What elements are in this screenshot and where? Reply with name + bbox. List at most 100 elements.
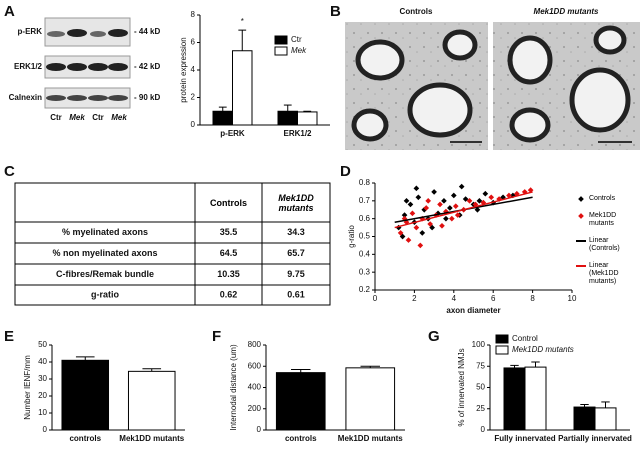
table-cell: 34.3 <box>287 227 305 237</box>
bar <box>345 367 396 431</box>
legend-label: Linear (Mek1DD mutants) <box>589 262 619 285</box>
y-tick-label: 0 <box>43 425 48 434</box>
panel-label: B <box>330 3 341 20</box>
legend-marker <box>576 265 586 267</box>
y-tick-label: 600 <box>248 361 262 370</box>
point <box>417 242 424 249</box>
y-tick-label: 0.4 <box>359 249 371 258</box>
y-tick-label: 200 <box>248 404 262 413</box>
table-row-label: g-ratio <box>91 289 120 299</box>
western-blot <box>44 17 131 109</box>
annotation: * <box>241 17 244 26</box>
blot-row-label: ERK1/2 <box>14 62 43 71</box>
blot-lane-label: Ctr <box>92 113 104 122</box>
legend-swatch <box>274 35 288 45</box>
y-tick-label: 4 <box>191 65 196 74</box>
blot-lane-label: Mek <box>111 113 127 122</box>
point <box>423 205 430 211</box>
bar <box>524 366 547 431</box>
micrograph-label: Controls <box>400 7 433 16</box>
table-cell: 64.5 <box>220 248 238 258</box>
table-cell: 0.62 <box>220 289 238 299</box>
legend-entry: Mek1DD mutants <box>576 212 638 228</box>
x-tick-label: controls <box>69 434 101 443</box>
y-axis-label: % of innervated NMJs <box>457 348 466 426</box>
y-tick-label: 50 <box>476 383 485 392</box>
point <box>443 215 449 222</box>
legend-label: Control <box>512 334 538 343</box>
table-row-label: % non myelinated axons <box>52 248 157 258</box>
blot-size-label: - 42 kD <box>134 62 160 71</box>
y-axis-label: Internodal distance (um) <box>229 344 238 431</box>
x-tick-label: 4 <box>452 294 457 303</box>
panel-label: G <box>428 328 440 345</box>
point <box>462 196 469 202</box>
legend-marker <box>576 240 586 242</box>
y-tick-label: 6 <box>191 38 196 47</box>
y-tick-label: 100 <box>472 340 486 349</box>
blot-size-label: - 90 kD <box>134 93 160 102</box>
point <box>425 198 432 204</box>
point <box>415 194 422 201</box>
point <box>482 190 489 197</box>
table-cell: 10.35 <box>217 269 240 279</box>
blot-row-label: p-ERK <box>18 27 43 36</box>
point <box>427 221 433 227</box>
bar <box>297 111 318 126</box>
legend-entry: Linear (Controls) <box>576 237 638 253</box>
table-border <box>14 182 331 306</box>
bar <box>277 110 298 126</box>
y-axis-label: Number IENF/mm <box>23 355 32 420</box>
y-tick-label: 40 <box>38 357 47 366</box>
x-tick-label: ERK1/2 <box>283 129 312 138</box>
y-axis-label: protein expression <box>179 37 188 102</box>
x-tick-label: p-ERK <box>220 129 245 138</box>
point <box>450 192 457 199</box>
x-tick-label: 2 <box>412 294 417 303</box>
point <box>488 194 495 201</box>
point <box>413 224 420 231</box>
bar <box>573 406 596 431</box>
blot-size-label: - 44 kD <box>134 27 160 36</box>
legend-marker <box>578 196 584 202</box>
table-header: Mek1DD mutants <box>278 192 314 213</box>
x-tick-label: Partially innervated <box>558 434 632 443</box>
trend-line <box>394 191 533 229</box>
x-tick-label: Mek1DD mutants <box>119 434 184 443</box>
point <box>431 189 437 195</box>
table-cell: 65.7 <box>287 248 305 258</box>
table-row-label: C-fibres/Remak bundle <box>56 269 154 279</box>
bar <box>61 359 110 431</box>
bar <box>594 407 617 431</box>
x-tick-label: Mek1DD mutants <box>338 434 403 443</box>
legend-key <box>576 195 586 203</box>
blot-lane-label: Mek <box>69 113 85 122</box>
legend-label: Mek1DD mutants <box>589 212 617 227</box>
y-tick-label: 75 <box>476 361 485 370</box>
y-tick-label: 0.5 <box>359 232 371 241</box>
point <box>441 198 447 204</box>
bar <box>275 372 326 431</box>
y-tick-label: 800 <box>248 340 262 349</box>
table-header-cell: Controls <box>210 197 247 208</box>
legend-entry: Controls <box>576 195 638 203</box>
panel-label: D <box>340 163 351 180</box>
y-tick-label: 30 <box>38 374 47 383</box>
y-tick-label: 25 <box>476 404 485 413</box>
y-tick-label: 0.7 <box>359 196 371 205</box>
point <box>413 185 420 192</box>
x-tick-label: 10 <box>568 294 577 303</box>
y-tick-label: 0.8 <box>359 178 371 187</box>
y-tick-label: 400 <box>248 383 262 392</box>
y-tick-label: 0 <box>481 425 486 434</box>
point <box>452 203 459 210</box>
y-tick-label: 10 <box>38 408 47 417</box>
y-tick-label: 50 <box>38 340 47 349</box>
table-header: Controls <box>210 197 247 208</box>
x-tick-label: 6 <box>491 294 496 303</box>
panel-label: F <box>212 328 221 345</box>
legend-label: Ctr <box>291 35 302 44</box>
legend-label: Linear (Controls) <box>589 237 620 252</box>
y-tick-label: 0.6 <box>359 214 371 223</box>
